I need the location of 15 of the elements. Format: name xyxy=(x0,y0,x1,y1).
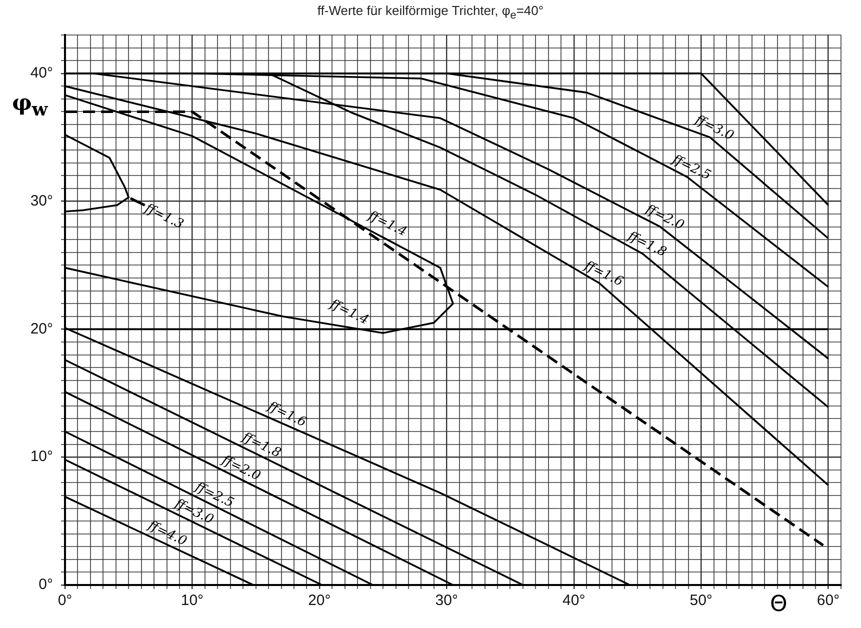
y-tick-label: 10° xyxy=(30,448,53,466)
y-axis-title: φ$_{w}$ xyxy=(12,90,48,120)
chart-title: ff-Werte für keilförmige Trichter, φ$_{e}$=40° xyxy=(316,3,545,22)
x-tick-label: 10° xyxy=(180,592,204,610)
x-tick-label: 20° xyxy=(308,592,331,610)
x-tick-label: 40° xyxy=(562,592,586,610)
y-tick-label: 40° xyxy=(30,64,53,82)
y-tick-label: 30° xyxy=(30,192,53,210)
y-tick-label: 20° xyxy=(30,320,53,338)
y-tick-label: 0° xyxy=(38,576,53,594)
x-tick-label: 50° xyxy=(690,592,712,610)
x-tick-label: 0° xyxy=(58,592,72,610)
x-tick-label: 30° xyxy=(435,592,458,610)
x-axis-title: Θ xyxy=(770,592,788,617)
x-tick-label: 60° xyxy=(816,592,840,610)
